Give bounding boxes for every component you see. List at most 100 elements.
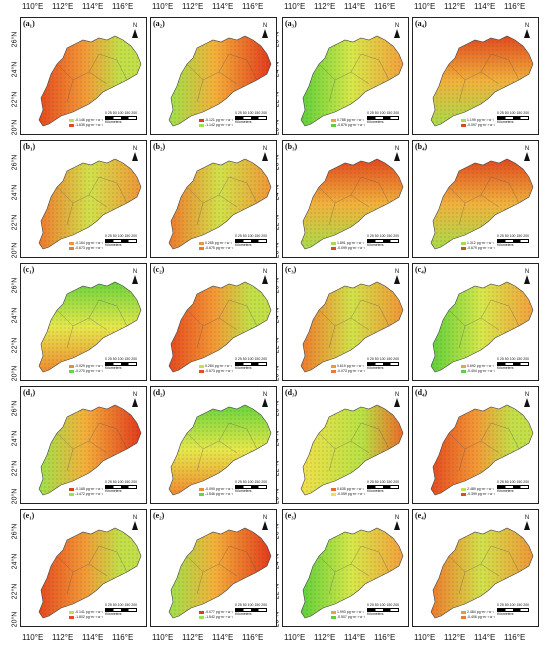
x-tick-label: 110°E	[152, 2, 174, 11]
north-arrow-shape	[132, 152, 138, 161]
scale-unit: Kilometers	[235, 489, 252, 493]
map-legend: -0.090 pg·m⁻²·a⁻¹ -1.546 pg·m⁻²·a⁻¹	[199, 487, 233, 497]
legend-value: -0.679	[466, 246, 477, 250]
lat-tick-label: 24°N	[11, 430, 19, 447]
legend-value: -0.673	[204, 369, 215, 373]
scale-bar: 0 25 50 100 150 200 Kilometers	[367, 480, 399, 493]
legend-value: -0.099	[336, 246, 347, 250]
north-arrow-shape	[132, 521, 138, 530]
legend-value: -0.077	[204, 610, 215, 614]
significance-stipple	[431, 528, 533, 618]
north-label: N	[524, 392, 530, 398]
significance-stipple	[169, 405, 271, 495]
legend-row: -0.404 pg·m⁻²·a⁻¹	[461, 369, 495, 374]
north-arrow-icon: N	[392, 23, 402, 39]
legend-unit: pg·m⁻²·a⁻¹	[346, 610, 364, 614]
lat-tick-label: 26°N	[11, 523, 19, 540]
x-tick-label: 110°E	[414, 2, 436, 11]
legend-swatch	[461, 242, 466, 245]
scale-text: 0 25 50 100 150 200	[367, 111, 400, 115]
north-arrow-icon: N	[392, 269, 402, 285]
map-legend: -0.146 pg·m⁻²·a⁻¹ -1.635 pg·m⁻²·a⁻¹	[69, 118, 103, 128]
significance-stipple	[431, 159, 533, 249]
legend-swatch	[69, 611, 74, 614]
city-boundaries	[318, 545, 390, 595]
legend-row: -0.146 pg·m⁻²·a⁻¹	[69, 118, 103, 123]
north-arrow-shape	[262, 275, 268, 284]
x-tick-label: 116°E	[112, 2, 134, 11]
lat-tick-label: 22°N	[11, 583, 19, 600]
panel-label: (b₂)	[153, 142, 166, 151]
lat-tick-label: 20°N	[11, 611, 19, 628]
scale-text: 0 25 50 100 150 200	[497, 480, 530, 484]
significance-stipple	[169, 528, 271, 618]
map-panel: (c₃) N 0.619 pg·m⁻²·a⁻¹ -0.073 pg·m⁻²·a⁻¹ 0 25…	[282, 263, 409, 381]
legend-unit: pg·m⁻²·a⁻¹	[215, 615, 233, 619]
significance-stipple	[431, 36, 533, 126]
x-tick-label: 112°E	[444, 2, 466, 11]
lat-tick-label: 22°N	[11, 91, 19, 108]
map-legend: 2.489 pg·m⁻²·a⁻¹ -0.399 pg·m⁻²·a⁻¹	[461, 487, 495, 497]
north-arrow-icon: N	[522, 392, 532, 408]
map-legend: 0.692 pg·m⁻²·a⁻¹ -0.404 pg·m⁻²·a⁻¹	[461, 364, 495, 374]
panel-label: (a₂)	[153, 19, 165, 28]
legend-unit: pg·m⁻²·a⁻¹	[85, 241, 103, 245]
legend-row: -0.675 pg·m⁻²·a⁻¹	[199, 246, 233, 251]
x-tick-label: 110°E	[284, 2, 306, 11]
map-panel: (a₄) N 1.199 pg·m⁻²·a⁻¹ -0.097 pg·m⁻²·a⁻¹ 0 25…	[412, 17, 539, 135]
legend-value: -0.876	[336, 123, 347, 127]
scale-bar: 0 25 50 100 150 200 Kilometers	[105, 111, 137, 124]
legend-unit: pg·m⁻²·a⁻¹	[346, 364, 364, 368]
scale-text: 0 25 50 100 150 200	[497, 357, 530, 361]
city-boundaries	[186, 176, 258, 226]
legend-value: 0.635	[337, 487, 346, 491]
legend-swatch	[69, 370, 74, 373]
panel-label: (a₄)	[415, 19, 427, 28]
legend-unit: pg·m⁻²·a⁻¹	[477, 615, 495, 619]
legend-swatch	[461, 119, 466, 122]
city-boundaries	[318, 53, 390, 103]
north-arrow-shape	[262, 152, 268, 161]
scale-unit: Kilometers	[105, 243, 122, 247]
north-arrow-icon: N	[392, 392, 402, 408]
x-tick-label: 110°E	[414, 633, 436, 642]
map-panel: (e₃) N 1.993 pg·m⁻²·a⁻¹ -0.507 pg·m⁻²·a⁻¹ 0 25…	[282, 509, 409, 627]
scale-text: 0 25 50 100 150 200	[105, 603, 138, 607]
legend-unit: pg·m⁻²·a⁻¹	[85, 487, 103, 491]
legend-row: -0.099 pg·m⁻²·a⁻¹	[331, 246, 365, 251]
legend-unit: pg·m⁻²·a⁻¹	[214, 364, 232, 368]
scale-graphic	[367, 608, 399, 612]
north-label: N	[394, 23, 400, 29]
significance-stipple	[301, 282, 403, 372]
legend-swatch	[199, 365, 204, 368]
map-legend: -0.029 pg·m⁻²·a⁻¹ -0.270 pg·m⁻²·a⁻¹	[69, 364, 103, 374]
north-arrow-icon: N	[130, 392, 140, 408]
legend-value: 0.692	[467, 364, 476, 368]
legend-row: 2.489 pg·m⁻²·a⁻¹	[461, 487, 495, 492]
scale-unit: Kilometers	[367, 489, 384, 493]
north-label: N	[262, 515, 268, 521]
map-panel: (a₃) N 0.788 pg·m⁻²·a⁻¹ -0.876 pg·m⁻²·a⁻¹ 0 25…	[282, 17, 409, 135]
scale-bar: 0 25 50 100 150 200 Kilometers	[497, 111, 529, 124]
scale-unit: Kilometers	[497, 612, 514, 616]
province-map	[168, 404, 272, 496]
legend-row: -0.059 pg·m⁻²·a⁻¹	[331, 492, 365, 497]
north-label: N	[394, 392, 400, 398]
legend-swatch	[331, 493, 336, 496]
legend-swatch	[331, 242, 336, 245]
legend-swatch	[331, 124, 336, 127]
scale-graphic	[497, 608, 529, 612]
panel-label: (b₁)	[23, 142, 36, 151]
scale-bar: 0 25 50 100 150 200 Kilometers	[235, 234, 267, 247]
legend-value: 0.284	[205, 364, 214, 368]
significance-stipple	[301, 36, 403, 126]
legend-row: -0.164 pg·m⁻²·a⁻¹	[69, 241, 103, 246]
legend-value: 0.619	[337, 364, 346, 368]
scale-text: 0 25 50 100 150 200	[105, 234, 138, 238]
x-tick-label: 114°E	[344, 633, 366, 642]
north-arrow-icon: N	[130, 146, 140, 162]
legend-value: 1.199	[467, 118, 476, 122]
city-boundaries	[186, 422, 258, 472]
scale-bar: 0 25 50 100 150 200 Kilometers	[235, 480, 267, 493]
legend-value: -0.507	[336, 615, 347, 619]
